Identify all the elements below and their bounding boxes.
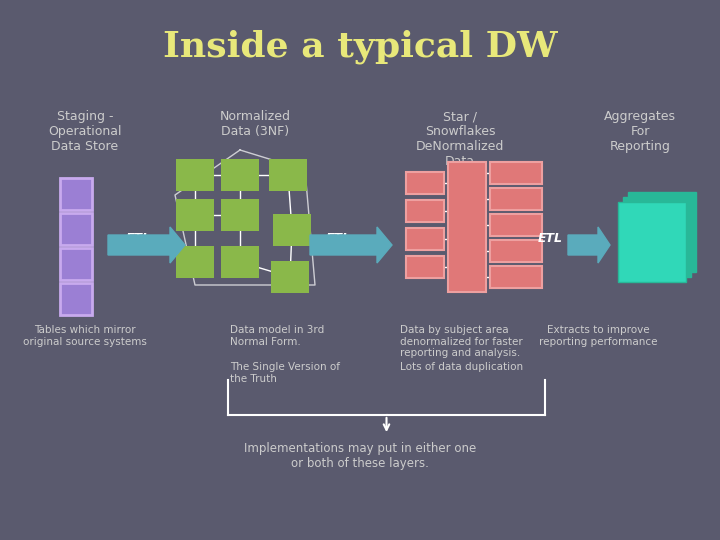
Bar [618, 202, 686, 282]
Bar [490, 188, 542, 210]
Bar [269, 159, 307, 191]
Bar [60, 213, 92, 245]
Text: ETL: ETL [538, 232, 562, 245]
Bar [221, 199, 259, 231]
Text: Star /
Snowflakes
DeNormalized
Data: Star / Snowflakes DeNormalized Data [416, 110, 504, 168]
Text: Lots of data duplication: Lots of data duplication [400, 362, 523, 372]
Bar [60, 283, 92, 315]
Text: ETL: ETL [125, 232, 150, 245]
Text: Extracts to improve
reporting performance: Extracts to improve reporting performanc… [539, 325, 657, 347]
Bar [60, 178, 92, 210]
Bar [490, 266, 542, 288]
Text: Data model in 3rd
Normal Form.: Data model in 3rd Normal Form. [230, 325, 324, 347]
Text: Data by subject area
denormalized for faster
reporting and analysis.: Data by subject area denormalized for fa… [400, 325, 523, 358]
Bar [60, 248, 92, 280]
Text: Inside a typical DW: Inside a typical DW [163, 30, 557, 64]
Bar [406, 228, 444, 250]
Bar [271, 261, 309, 293]
Bar [221, 246, 259, 278]
Bar [490, 240, 542, 262]
Bar [221, 159, 259, 191]
Bar [628, 192, 696, 272]
Bar [490, 214, 542, 236]
Bar [490, 162, 542, 184]
Text: ETL: ETL [325, 232, 351, 245]
Bar [406, 200, 444, 222]
Bar [406, 256, 444, 278]
Text: Aggregates
For
Reporting: Aggregates For Reporting [604, 110, 676, 153]
Bar [406, 172, 444, 194]
Bar [176, 246, 214, 278]
Bar [176, 199, 214, 231]
Bar [273, 214, 311, 246]
Text: The Single Version of
the Truth: The Single Version of the Truth [230, 362, 340, 383]
Bar [448, 162, 486, 292]
Bar [176, 159, 214, 191]
Text: Staging -
Operational
Data Store: Staging - Operational Data Store [48, 110, 122, 153]
Polygon shape [568, 227, 610, 263]
Text: Tables which mirror
original source systems: Tables which mirror original source syst… [23, 325, 147, 347]
Text: Normalized
Data (3NF): Normalized Data (3NF) [220, 110, 290, 138]
Bar [623, 197, 691, 277]
Text: Implementations may put in either one
or both of these layers.: Implementations may put in either one or… [244, 442, 476, 470]
Polygon shape [108, 227, 185, 263]
Polygon shape [310, 227, 392, 263]
